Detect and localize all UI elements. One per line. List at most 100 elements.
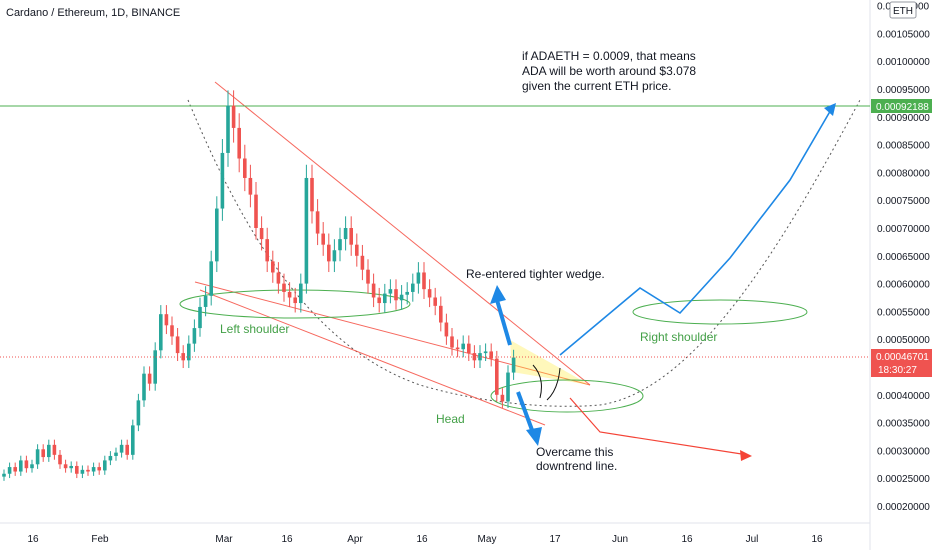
candle-up (91, 467, 96, 472)
candle-down (377, 297, 381, 304)
candle-up (153, 350, 157, 384)
price-tick-label: 0.00055000 (877, 307, 930, 318)
overcame-label-2: downtrend line. (536, 459, 617, 473)
candlestick-series (2, 90, 516, 481)
candle-up (506, 372, 510, 402)
price-tick-label: 0.00040000 (877, 391, 930, 402)
time-axis[interactable]: 16 Feb Mar 16 Apr 16 May 17 Jun 16 Jul 16 (27, 534, 823, 545)
time-tick-label: 17 (549, 534, 561, 545)
candle-up (198, 306, 202, 329)
target-price-text: 0.00092188 (876, 102, 929, 113)
candle-down (433, 297, 437, 306)
time-tick-label: Mar (215, 534, 233, 545)
candle-down (444, 322, 449, 337)
reentered-arrowhead (490, 285, 506, 304)
candle-down (427, 289, 432, 298)
lower-wedge-line-1 (194, 281, 591, 386)
price-tick-label: 0.00030000 (877, 446, 930, 457)
candle-down (467, 343, 471, 354)
candle-up (19, 460, 23, 472)
time-tick-label: Apr (347, 534, 363, 545)
candle-down (164, 314, 169, 326)
candle-down (97, 467, 101, 471)
candle-down (293, 297, 297, 304)
overcame-arrowhead (526, 427, 542, 446)
time-tick-label: May (478, 534, 497, 545)
candle-up (2, 473, 6, 477)
candle-down (310, 177, 314, 212)
candle-up (338, 239, 342, 251)
candle-down (287, 291, 292, 298)
projection-arrowhead (824, 103, 836, 116)
candle-down (315, 211, 320, 234)
candle-down (170, 325, 174, 337)
candle-down (439, 305, 443, 323)
price-tick-label: 0.00080000 (877, 168, 930, 179)
note-line-2: ADA will be worth around $3.078 (522, 64, 696, 78)
note-line-1: if ADAETH = 0.0009, that means (522, 49, 696, 63)
right-shoulder-label: Right shoulder (640, 330, 717, 344)
candle-up (411, 283, 415, 292)
candle-up (203, 295, 208, 307)
time-tick-label: 16 (811, 534, 823, 545)
time-tick-label: 16 (416, 534, 428, 545)
candle-down (276, 272, 281, 284)
time-tick-label: Feb (91, 534, 109, 545)
chart-title: Cardano / Ethereum, 1D, BINANCE (6, 7, 180, 19)
candle-up (114, 452, 118, 456)
candle-down (125, 444, 129, 455)
candle-down (24, 460, 29, 469)
note-line-3: given the current ETH price. (522, 79, 671, 93)
candle-down (237, 127, 241, 159)
candle-up (80, 469, 85, 474)
price-tick-label: 0.00090000 (877, 113, 930, 124)
time-tick-label: Jun (612, 534, 628, 545)
candle-down (349, 228, 353, 245)
candle-up (220, 152, 225, 209)
projection-path (559, 107, 833, 356)
candle-down (231, 105, 236, 128)
price-tick-label: 0.00095000 (877, 85, 930, 96)
candle-up (416, 272, 421, 284)
time-tick-label: Jul (746, 534, 759, 545)
candle-down (243, 158, 247, 178)
candle-down (394, 289, 398, 301)
candle-up (304, 177, 309, 284)
candle-up (399, 294, 404, 301)
candle-up (131, 425, 135, 455)
candle-up (108, 455, 113, 461)
head-ellipse (490, 379, 644, 413)
candle-up (142, 373, 146, 401)
candle-up (159, 314, 163, 351)
price-tick-label: 0.00075000 (877, 196, 930, 207)
time-tick-label: 16 (27, 534, 39, 545)
candle-up (388, 289, 393, 294)
head-label: Head (436, 412, 465, 426)
left-shoulder-label: Left shoulder (220, 322, 289, 336)
time-tick-label: 16 (681, 534, 693, 545)
target-price-tag (871, 99, 932, 113)
price-tick-label: 0.00025000 (877, 474, 930, 485)
candle-up (461, 343, 465, 350)
right-shoulder-ellipse (632, 299, 808, 325)
candle-down (500, 394, 505, 402)
upper-wedge-line (214, 81, 591, 386)
currency-badge[interactable] (889, 1, 917, 19)
annotation-arc-2 (546, 367, 561, 401)
candle-up (47, 444, 51, 458)
bearish-arrowhead (740, 450, 752, 461)
price-tick-label: 0.00070000 (877, 224, 930, 235)
currency-badge-label: ETH (893, 6, 913, 17)
overcame-label-1: Overcame this (536, 445, 613, 459)
time-tick-label: 16 (281, 534, 293, 545)
candle-down (422, 272, 426, 290)
candle-up (103, 460, 107, 471)
price-tick-label: 0.00100000 (877, 57, 930, 68)
candle-up (511, 357, 516, 373)
price-tick-label: 0.00050000 (877, 335, 930, 346)
candle-up (215, 208, 219, 262)
candle-down (254, 194, 258, 228)
